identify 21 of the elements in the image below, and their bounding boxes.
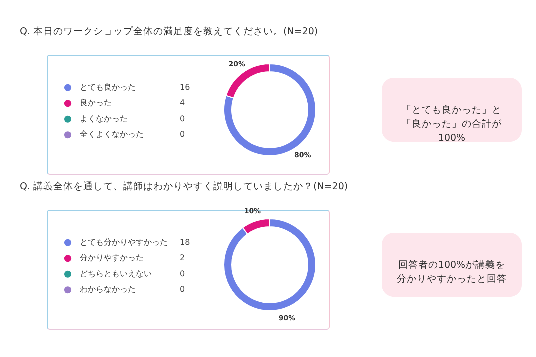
text: 0 [180,285,186,294]
legend-label: とても良かった [80,82,136,92]
text: 16 [180,82,190,92]
text: 回答者の100%が講義を分かりやすかったと回答 [397,259,507,285]
text: 18 [180,238,190,247]
chart-title: Q. 講義全体を通して、講師はわかりやすく説明していましたか？(N=20) [20,180,348,192]
text: 4 [180,98,186,108]
legend-label: 分かりやすかった [80,254,144,263]
text: 0 [180,130,186,140]
legend-label: とても分かりやすかった [80,238,168,247]
text: 「とても良かった」と「良かった」の合計が100% [402,104,503,144]
legend-label: よくなかった [80,114,128,124]
text: 0 [180,114,186,124]
legend-label: 良かった [80,98,112,108]
legend-label: どちらともいえない [80,269,152,278]
legend-label: 全くよくなかった [80,130,144,140]
text: 2 [180,254,186,263]
donut-slice [224,218,316,312]
legend-label: わからなかった [80,285,136,294]
text: 0 [180,269,186,278]
chart-title: Q. 本日のワークショップ全体の満足度を教えてください。(N=20) [20,26,318,38]
